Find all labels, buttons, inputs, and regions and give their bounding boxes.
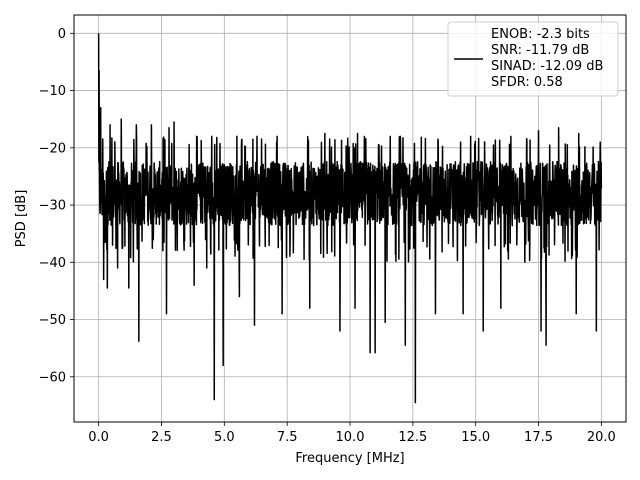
y-tick-label: 0: [58, 27, 66, 42]
y-axis-ticks: 0 −10 −20 −30 −40 −50 −60: [39, 27, 74, 385]
y-tick-label: −10: [39, 84, 66, 99]
psd-series-line: [97, 33, 603, 404]
x-tick-label: 5.0: [214, 430, 235, 445]
y-tick-label: −20: [39, 141, 66, 156]
series-layer: [97, 33, 603, 404]
x-tick-label: 10.0: [336, 430, 365, 445]
y-tick-label: −60: [39, 370, 66, 385]
x-tick-label: 20.0: [587, 430, 616, 445]
y-tick-label: −30: [39, 199, 66, 214]
x-tick-label: 15.0: [461, 430, 490, 445]
x-tick-label: 0.0: [88, 430, 109, 445]
legend-line-snr: SNR: -11.79 dB: [491, 43, 589, 58]
x-axis-label: Frequency [MHz]: [295, 451, 404, 466]
x-tick-label: 2.5: [151, 430, 172, 445]
legend: ENOB: -2.3 bits SNR: -11.79 dB SINAD: -1…: [447, 21, 619, 97]
legend-line-sfdr: SFDR: 0.58: [491, 75, 563, 90]
y-axis-label: PSD [dB]: [14, 190, 29, 248]
x-tick-label: 7.5: [277, 430, 298, 445]
x-tick-label: 12.5: [398, 430, 427, 445]
legend-line-sinad: SINAD: -12.09 dB: [491, 59, 603, 74]
y-tick-label: −50: [39, 313, 66, 328]
x-tick-label: 17.5: [524, 430, 553, 445]
x-axis-ticks: 0.0 2.5 5.0 7.5 10.0 12.5 15.0 17.5 20.0: [88, 422, 616, 445]
y-tick-label: −40: [39, 256, 66, 271]
legend-line-enob: ENOB: -2.3 bits: [491, 27, 590, 42]
legend-box: [447, 21, 619, 97]
